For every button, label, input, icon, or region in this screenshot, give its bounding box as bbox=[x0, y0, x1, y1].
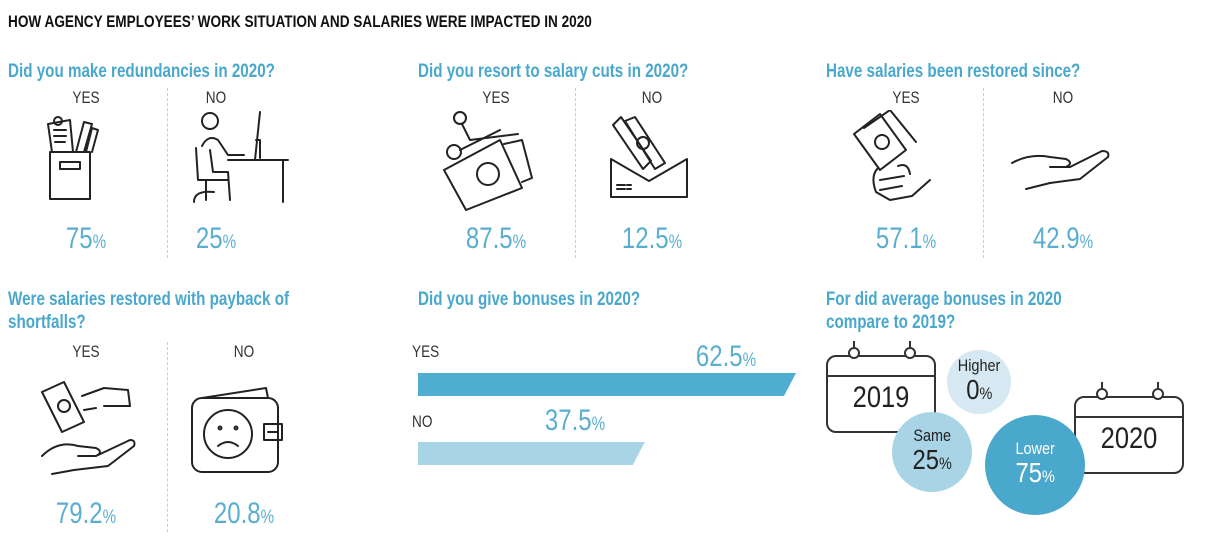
bubble-label: Same bbox=[913, 426, 951, 445]
person-at-desk-icon bbox=[193, 111, 289, 203]
bubble-value: 25% bbox=[912, 444, 952, 475]
unit: % bbox=[668, 232, 683, 253]
bonus-bar-chart bbox=[418, 373, 796, 465]
bar-yes bbox=[418, 373, 796, 396]
no-label: NO bbox=[412, 412, 433, 431]
yes-percentage: 79.2% bbox=[30, 497, 142, 531]
no-percentage: 12.5% bbox=[596, 222, 708, 256]
value: 79.2 bbox=[55, 497, 103, 530]
hand-holding-cash-icon bbox=[853, 110, 931, 201]
yes-label: YES bbox=[72, 342, 100, 361]
question-bonus-comparison: For did average bonuses in 2020 compare … bbox=[826, 289, 1062, 333]
scissors-cutting-money-icon bbox=[443, 111, 533, 211]
yes-percentage: 87.5% bbox=[440, 222, 552, 256]
value: 87.5 bbox=[465, 222, 513, 255]
no-label: NO bbox=[1052, 88, 1074, 107]
unit: % bbox=[102, 507, 117, 528]
no-percentage: 42.9% bbox=[1007, 222, 1119, 256]
year-2019: 2019 bbox=[852, 381, 910, 414]
no-label: NO bbox=[205, 88, 227, 107]
unit: % bbox=[260, 507, 275, 528]
bubble-same: Same 25% bbox=[892, 412, 972, 492]
unit: % bbox=[92, 232, 107, 253]
yes-label: YES bbox=[412, 342, 440, 361]
yes-label: YES bbox=[72, 88, 100, 107]
divider bbox=[167, 342, 168, 532]
no-percentage: 25% bbox=[160, 222, 272, 256]
yes-label: YES bbox=[482, 88, 510, 107]
divider bbox=[167, 88, 168, 258]
no-percentage: 20.8% bbox=[188, 497, 300, 531]
value: 42.9 bbox=[1032, 222, 1080, 255]
bar-no bbox=[418, 442, 645, 465]
hand-receiving-money-icon bbox=[41, 381, 136, 475]
unit: % bbox=[742, 350, 757, 371]
no-bar-label: 37.5% bbox=[519, 404, 631, 438]
bubble-value: 0% bbox=[965, 374, 993, 405]
unit: % bbox=[512, 232, 527, 253]
value: 62.5 bbox=[695, 340, 743, 373]
question-salaries-restored: Have salaries been restored since? bbox=[826, 61, 1081, 82]
box-of-office-items-icon bbox=[47, 116, 99, 200]
bubble-value: 75% bbox=[1015, 457, 1055, 488]
no-label: NO bbox=[233, 342, 255, 361]
question-payback: Were salaries restored with payback of s… bbox=[8, 289, 290, 333]
value: 12.5 bbox=[621, 222, 669, 255]
divider bbox=[575, 88, 576, 258]
bubble-lower: Lower 75% bbox=[985, 415, 1085, 515]
yes-label: YES bbox=[892, 88, 920, 107]
money-envelope-icon bbox=[610, 116, 688, 198]
value: 57.1 bbox=[875, 222, 923, 255]
unit: % bbox=[1079, 232, 1094, 253]
unit: % bbox=[591, 414, 605, 435]
question-redundancies: Did you make redundancies in 2020? bbox=[8, 61, 275, 82]
unit: % bbox=[922, 232, 937, 253]
unit: % bbox=[222, 232, 237, 253]
sad-wallet-icon bbox=[191, 387, 283, 473]
question-bonuses: Did you give bonuses in 2020? bbox=[418, 289, 641, 310]
yes-bar-label: 62.5% bbox=[670, 340, 782, 374]
empty-open-hand-icon bbox=[1011, 150, 1110, 190]
yes-percentage: 57.1% bbox=[850, 222, 962, 256]
bubble-label: Higher bbox=[957, 356, 1001, 375]
value: 20.8 bbox=[213, 497, 261, 530]
yes-percentage: 75% bbox=[30, 222, 142, 256]
infographic-title: HOW AGENCY EMPLOYEES’ WORK SITUATION AND… bbox=[8, 12, 592, 31]
calendar-2020-icon: 2020 bbox=[1074, 382, 1184, 474]
year-2020: 2020 bbox=[1100, 422, 1158, 455]
divider bbox=[983, 88, 984, 258]
value: 75 bbox=[65, 222, 93, 255]
bubble-label: Lower bbox=[1015, 439, 1055, 458]
bubble-higher: Higher 0% bbox=[947, 350, 1011, 414]
value: 37.5 bbox=[544, 404, 592, 437]
value: 25 bbox=[195, 222, 223, 255]
no-label: NO bbox=[641, 88, 663, 107]
question-salary-cuts: Did you resort to salary cuts in 2020? bbox=[418, 61, 689, 82]
